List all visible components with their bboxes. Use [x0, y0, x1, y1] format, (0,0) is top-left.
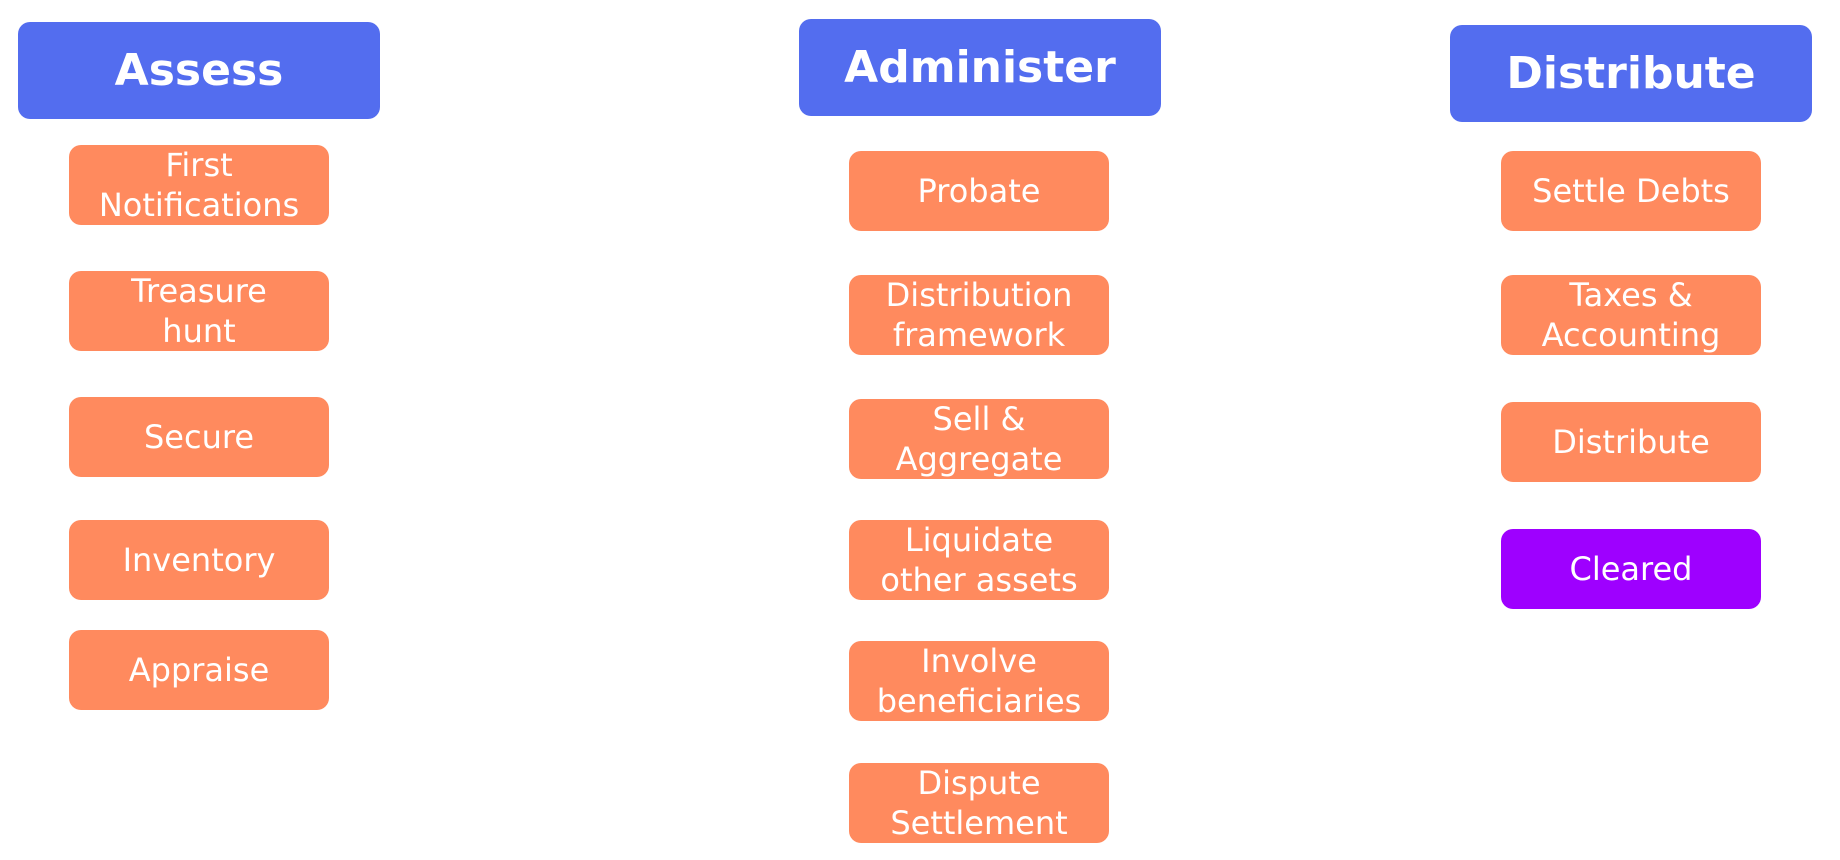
step-settle-debts: Settle Debts — [1501, 151, 1761, 231]
step-taxes-accounting: Taxes & Accounting — [1501, 275, 1761, 355]
step-distribute: Distribute — [1501, 402, 1761, 482]
step-liquidate-other-assets: Liquidate other assets — [849, 520, 1109, 600]
step-distribution-framework: Distribution framework — [849, 275, 1109, 355]
assess-header: Assess — [18, 22, 380, 119]
administer-header: Administer — [799, 19, 1161, 116]
step-treasure-hunt: Treasure hunt — [69, 271, 329, 351]
step-probate: Probate — [849, 151, 1109, 231]
step-sell-aggregate: Sell & Aggregate — [849, 399, 1109, 479]
step-first-notifications: First Notifications — [69, 145, 329, 225]
step-secure: Secure — [69, 397, 329, 477]
step-cleared: Cleared — [1501, 529, 1761, 609]
distribute-header: Distribute — [1450, 25, 1812, 122]
step-dispute-settlement: Dispute Settlement — [849, 763, 1109, 843]
step-appraise: Appraise — [69, 630, 329, 710]
step-inventory: Inventory — [69, 520, 329, 600]
step-involve-beneficiaries: Involve beneficiaries — [849, 641, 1109, 721]
